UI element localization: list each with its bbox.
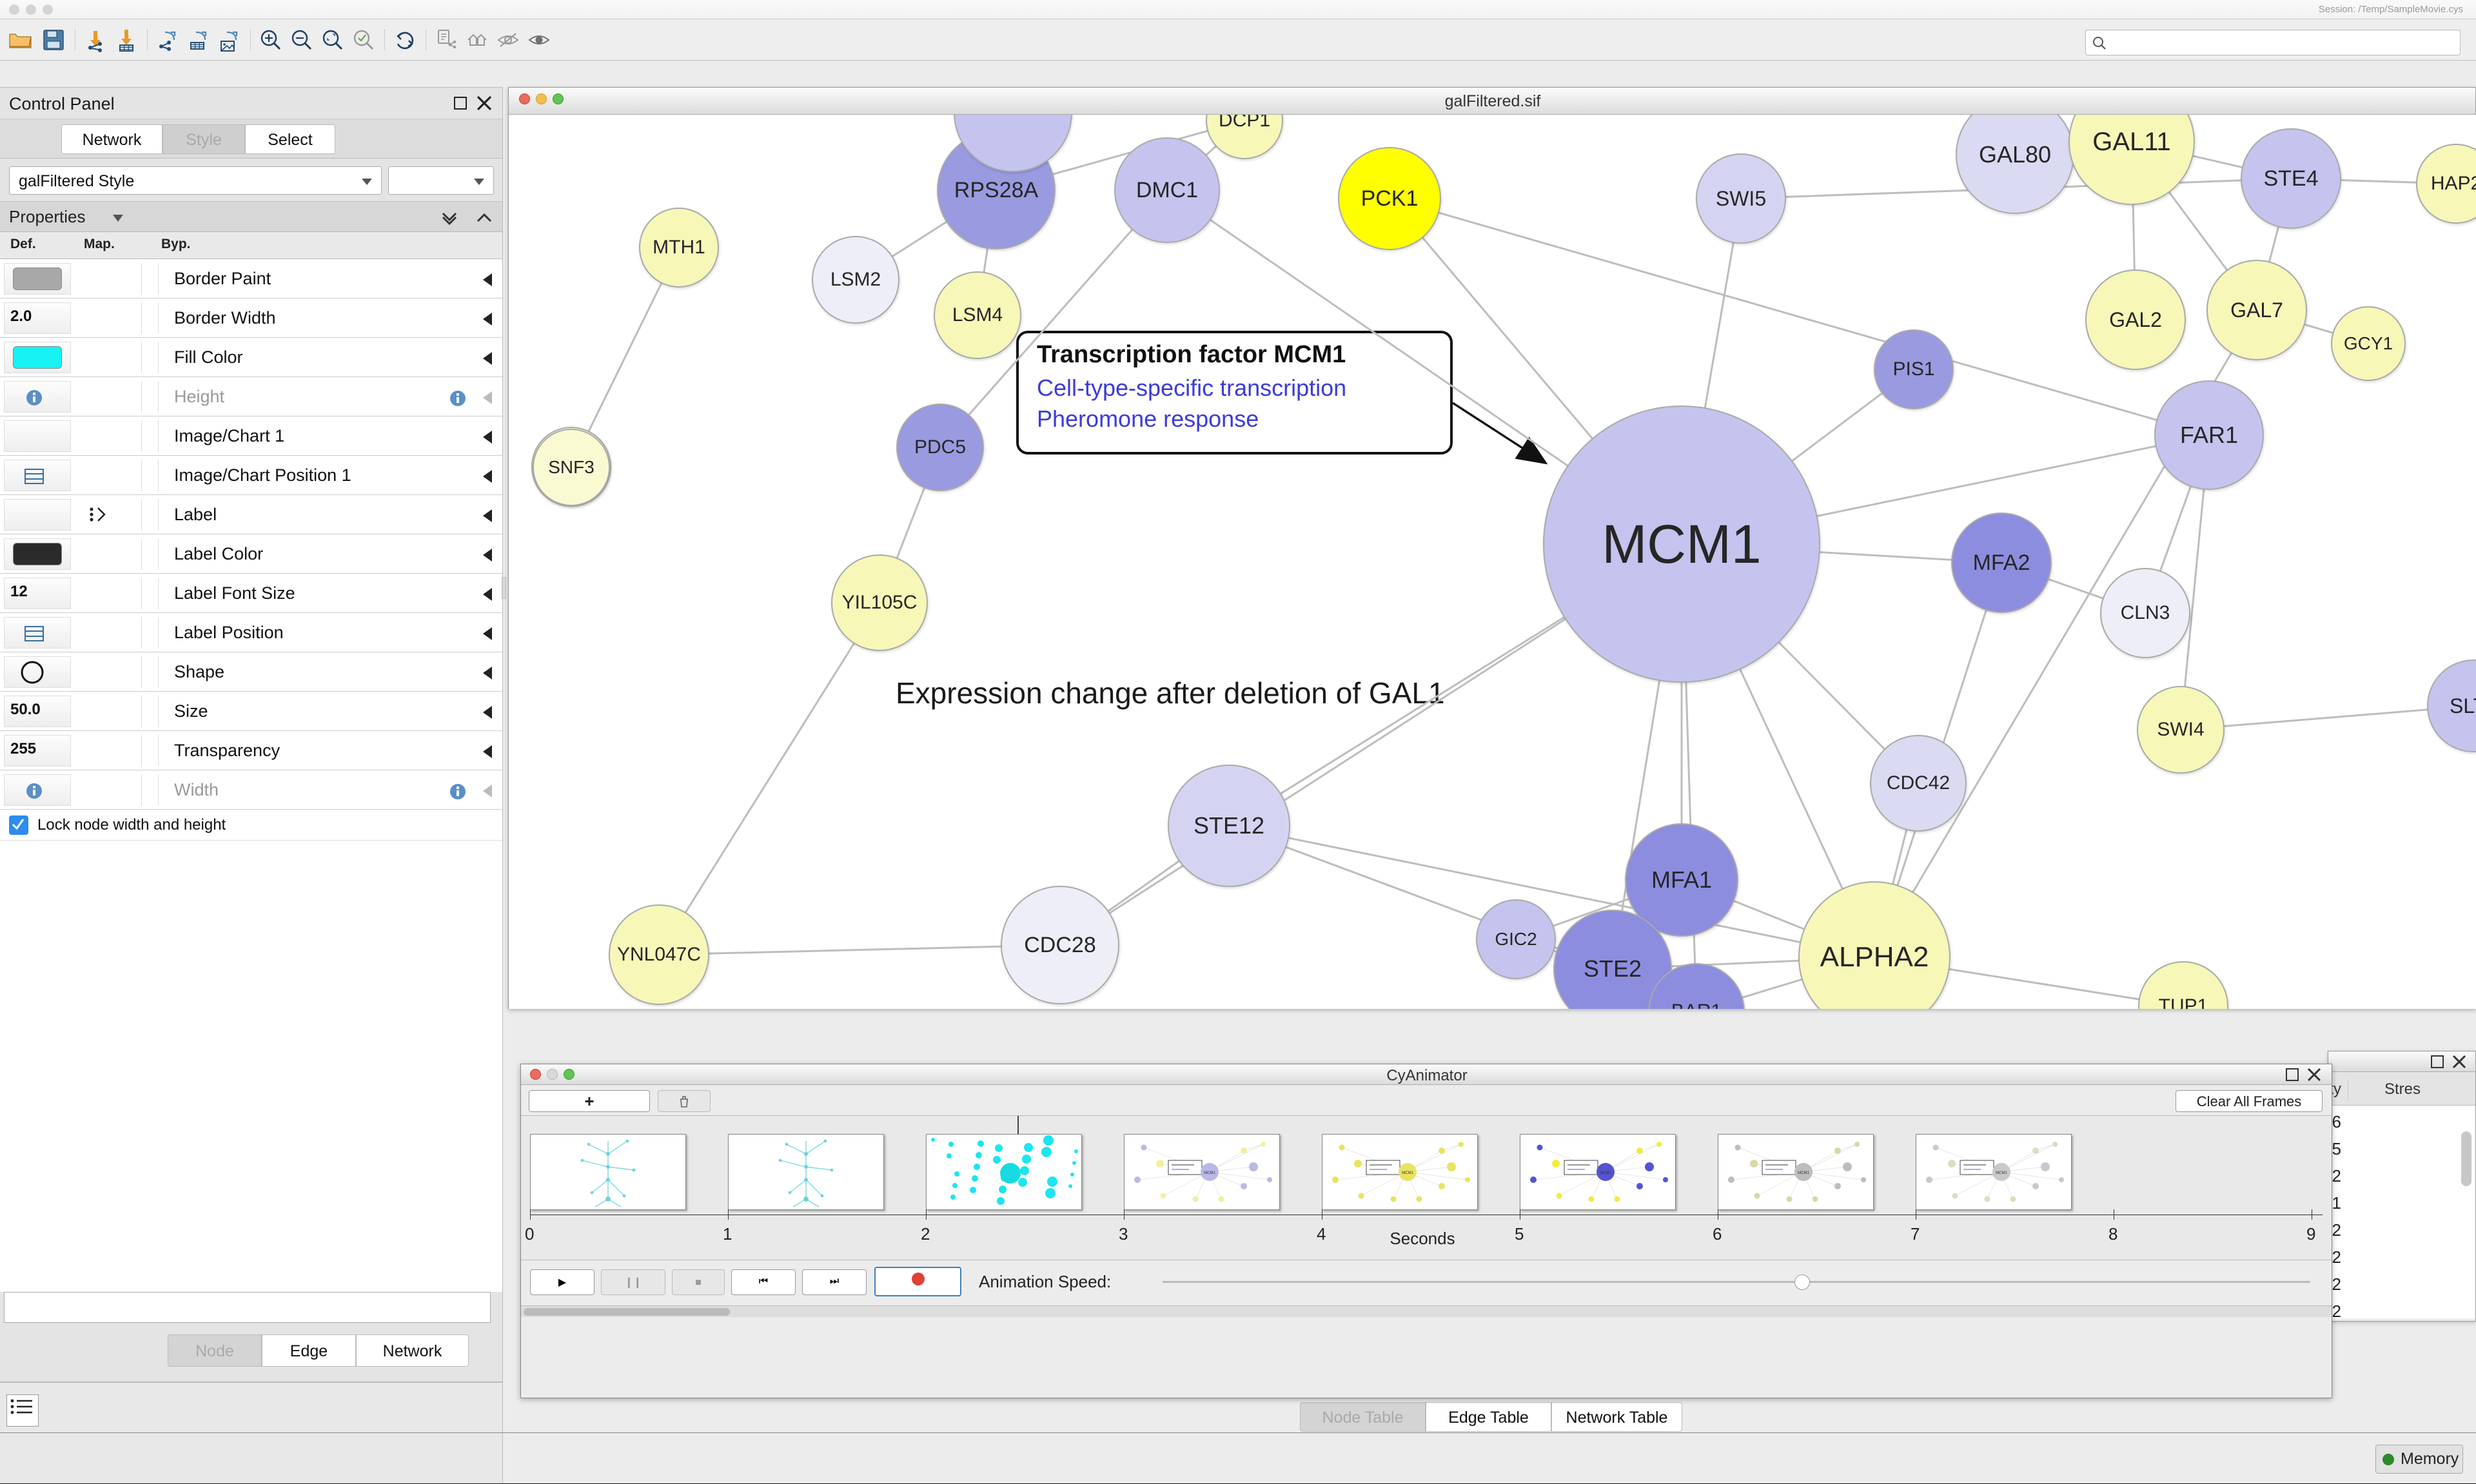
svg-text:MCM1: MCM1 <box>1204 1171 1215 1175</box>
svg-text:MCM1: MCM1 <box>1600 1171 1611 1175</box>
svg-text:MCM1: MCM1 <box>1402 1171 1413 1175</box>
svg-text:MCM1: MCM1 <box>1798 1171 1809 1175</box>
svg-text:MCM1: MCM1 <box>1996 1171 2007 1175</box>
